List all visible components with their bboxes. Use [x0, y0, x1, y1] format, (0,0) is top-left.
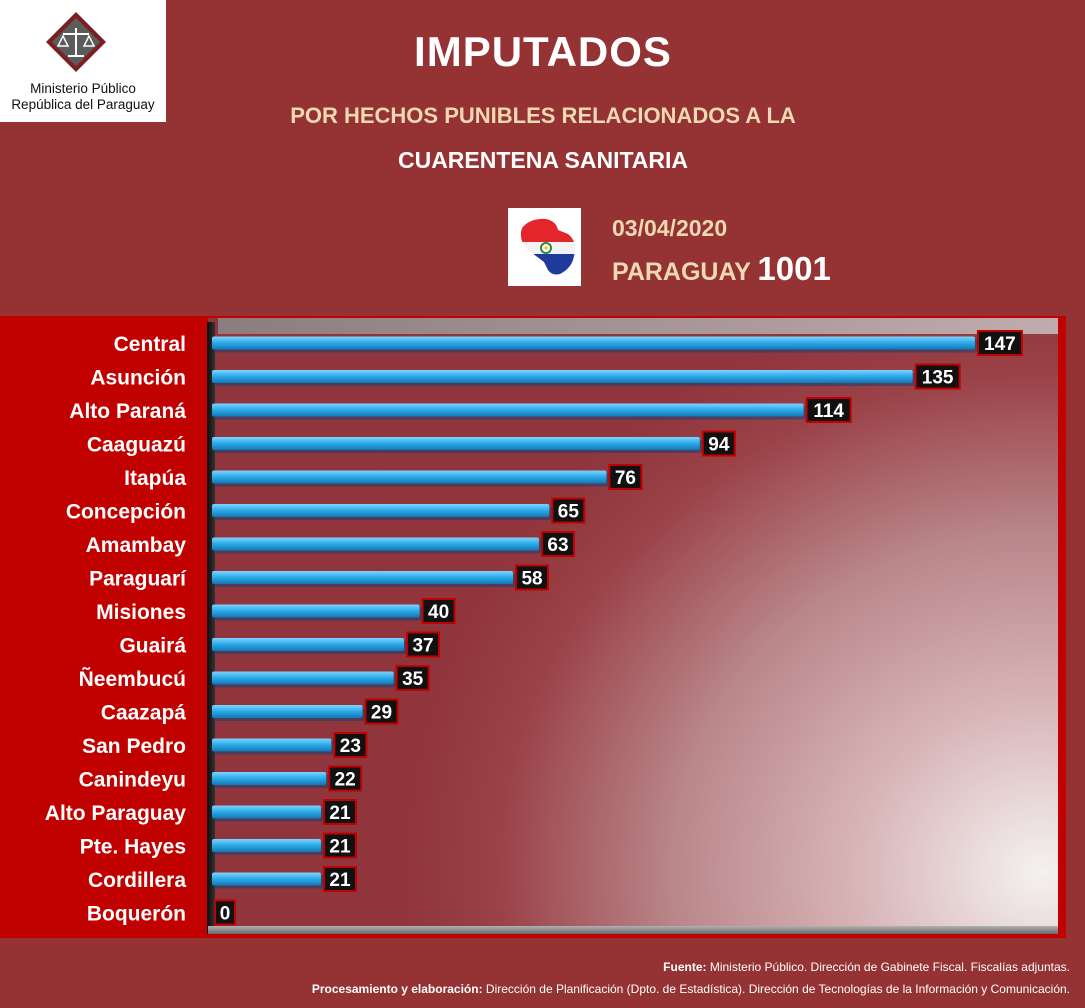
data-label: 135	[922, 368, 954, 389]
bar	[212, 638, 405, 651]
bar	[212, 571, 514, 584]
data-label: 21	[329, 870, 351, 891]
data-label: 63	[547, 535, 568, 556]
category-label: Misiones	[96, 601, 186, 624]
category-label: Canindeyu	[79, 769, 186, 792]
data-label-box	[333, 732, 368, 758]
data-label-box	[406, 631, 441, 658]
bar	[212, 370, 913, 383]
data-label: 94	[708, 435, 730, 456]
category-label: Alto Paraná	[69, 400, 186, 423]
data-label: 147	[984, 334, 1016, 355]
data-label-box	[328, 765, 363, 792]
category-label: Guairá	[119, 635, 186, 658]
data-label: 40	[428, 602, 449, 623]
category-label: Amambay	[86, 534, 187, 557]
data-label-box	[515, 564, 550, 591]
logo-name-line2: República del Paraguay	[11, 97, 155, 112]
page-title: IMPUTADOS	[414, 28, 672, 75]
category-label: Caazapá	[101, 702, 187, 725]
data-label: 58	[521, 569, 542, 590]
bar	[212, 437, 700, 450]
data-label-box	[322, 866, 357, 892]
data-label: 22	[335, 770, 356, 791]
chart-plot-back-wall	[218, 318, 1058, 334]
bar	[212, 336, 975, 350]
footer-source-label: Fuente:	[663, 960, 707, 974]
category-label: Central	[114, 333, 186, 356]
page-subtitle-1: POR HECHOS PUNIBLES RELACIONADOS A LA	[290, 103, 796, 128]
data-label-box	[551, 497, 586, 524]
data-label-box	[540, 531, 575, 557]
footer-processing-text: Dirección de Planificación (Dpto. de Est…	[482, 982, 1070, 996]
data-label-box	[914, 363, 961, 390]
bar	[212, 604, 420, 618]
category-label: Caaguazú	[87, 434, 186, 457]
data-label: 21	[329, 803, 351, 824]
bar	[212, 872, 321, 886]
bar	[212, 705, 363, 718]
data-label: 23	[340, 736, 361, 757]
footer-source-text: Ministerio Público. Dirección de Gabinet…	[706, 960, 1070, 974]
data-label-box	[395, 665, 430, 691]
page-subtitle-2: CUARENTENA SANITARIA	[397, 147, 689, 173]
chart-y-axis-wall	[207, 322, 215, 934]
chart-floor	[208, 926, 1058, 934]
logo-name-line1: Ministerio Público	[30, 81, 136, 96]
category-label: Asunción	[90, 367, 186, 390]
logo: Ministerio Público República del Paragua…	[0, 0, 166, 122]
country-total: PARAGUAY 1001	[612, 250, 831, 288]
data-label-box	[976, 330, 1023, 356]
data-label: 76	[615, 468, 636, 489]
scales-of-justice-icon	[46, 12, 106, 72]
category-label: Cordillera	[88, 869, 186, 892]
data-label-box	[322, 832, 357, 859]
data-label-box	[364, 698, 399, 725]
footer-processing-label: Procesamiento y elaboración:	[311, 982, 483, 996]
bar	[212, 537, 539, 551]
paraguay-map-flag-icon	[508, 208, 581, 286]
data-label: 21	[329, 837, 351, 858]
category-label: Pte. Hayes	[80, 836, 186, 859]
footer-source: Fuente: Ministerio Público. Dirección de…	[663, 960, 1070, 974]
data-label-box	[322, 799, 357, 825]
bar	[212, 839, 321, 852]
country-total-value: 1001	[757, 250, 831, 287]
data-label-box	[701, 430, 736, 457]
bar	[212, 805, 321, 819]
bar	[212, 403, 804, 417]
data-label-box	[421, 598, 456, 624]
data-label: 29	[371, 703, 392, 724]
category-label: Paraguarí	[89, 568, 187, 591]
category-label: Alto Paraguay	[45, 802, 187, 825]
report-date: 03/04/2020	[612, 215, 728, 241]
country-label: PARAGUAY	[612, 258, 751, 286]
category-label: Ñeembucú	[79, 668, 186, 691]
footer-processing: Procesamiento y elaboración: Dirección d…	[312, 982, 1070, 996]
bar	[212, 772, 327, 785]
data-label: 37	[412, 636, 433, 657]
bar	[212, 671, 394, 685]
data-label: 114	[813, 401, 844, 422]
category-label: Concepción	[66, 501, 186, 524]
bar	[212, 738, 332, 752]
data-label: 0	[220, 904, 231, 925]
data-label-box	[214, 899, 236, 926]
data-label-box	[608, 464, 643, 490]
data-label: 65	[558, 502, 580, 523]
data-label-box	[805, 397, 852, 423]
category-label: Itapúa	[124, 467, 186, 490]
bar	[212, 470, 607, 484]
category-label: Boquerón	[87, 903, 186, 926]
chart-plot-area	[208, 318, 1058, 934]
data-label: 35	[402, 669, 424, 690]
bar	[212, 504, 550, 517]
category-label: San Pedro	[82, 735, 186, 758]
